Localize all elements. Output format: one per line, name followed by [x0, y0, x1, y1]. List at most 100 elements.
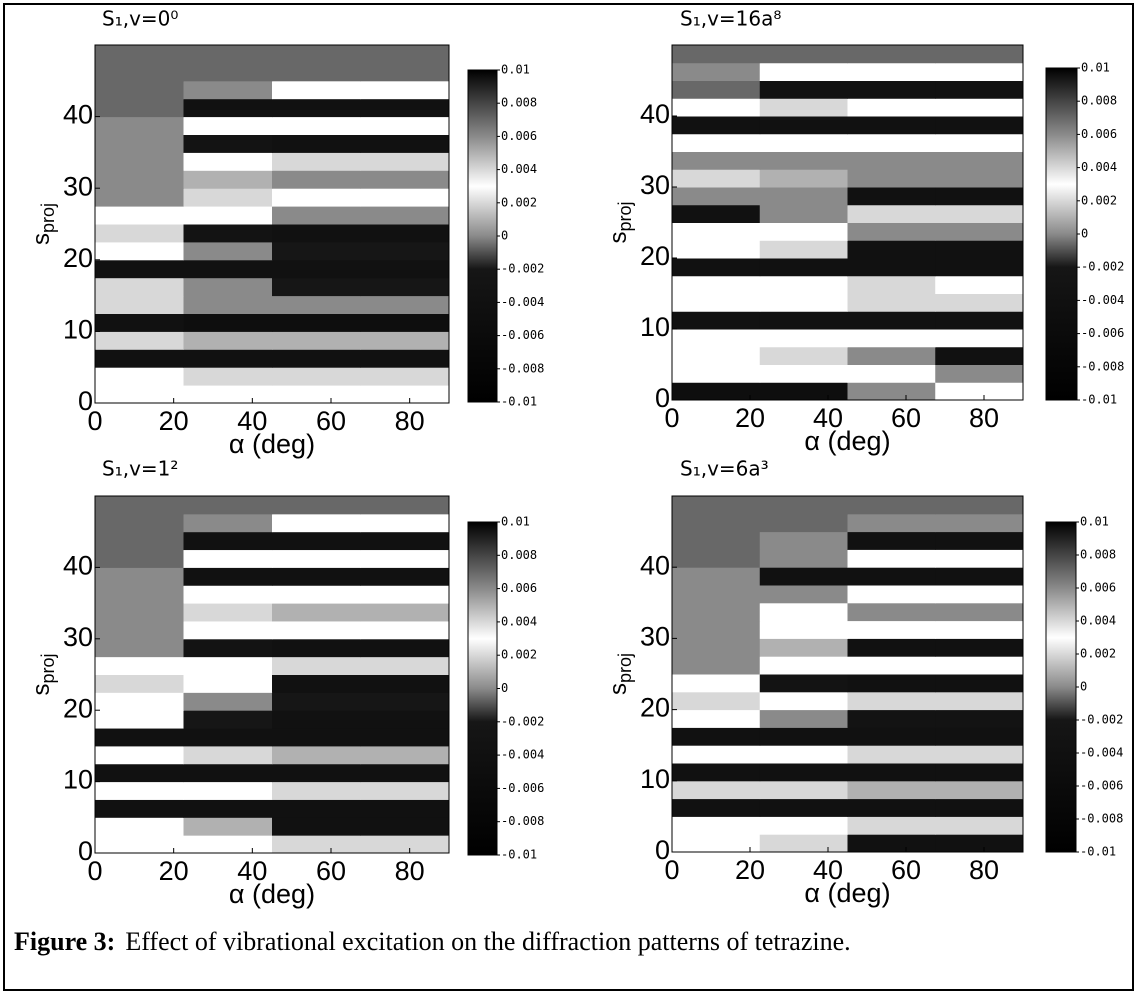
colorbar-tick-label: 0.008	[1081, 94, 1117, 108]
heatmap-cell	[847, 329, 936, 348]
heatmap-cell	[759, 45, 848, 64]
y-axis-label-main: s	[605, 683, 632, 695]
heatmap-cell	[847, 204, 936, 223]
panel-title: S₁,v=1²	[102, 457, 178, 481]
heatmap-cell	[95, 385, 184, 404]
y-tick-label: 10	[63, 765, 93, 795]
heatmap-cell	[847, 80, 936, 99]
heatmap-cell	[847, 187, 936, 206]
heatmap-cell	[360, 799, 450, 818]
heatmap-cell	[759, 780, 848, 800]
colorbar-tick-label: -0.006	[501, 781, 544, 795]
heatmap-cell	[759, 293, 848, 312]
heatmap-cell	[360, 62, 450, 82]
heatmap-cell	[272, 206, 361, 225]
x-tick-label: 20	[159, 856, 189, 886]
y-axis-label-main: s	[28, 233, 55, 245]
heatmap-cell	[183, 763, 273, 783]
heatmap-cell	[847, 98, 936, 117]
colorbar-tick-label: -0.008	[1080, 812, 1123, 826]
heatmap-cell	[360, 134, 450, 153]
heatmap-cell	[183, 206, 273, 225]
heatmap-cell	[759, 329, 848, 348]
heatmap-cell	[759, 745, 848, 764]
heatmap-cell	[672, 567, 761, 586]
heatmap-cell	[672, 311, 761, 330]
heatmap-cell	[272, 585, 361, 604]
heatmap-cell	[847, 116, 936, 135]
heatmap-cell	[272, 496, 361, 515]
heatmap-cell	[272, 134, 361, 153]
heatmap-cell	[360, 259, 450, 279]
heatmap-cell	[847, 691, 936, 711]
y-tick-label: 20	[640, 241, 670, 271]
heatmap-cell	[935, 204, 1024, 223]
heatmap-cell	[360, 277, 450, 297]
heatmap-cell	[183, 692, 273, 711]
y-tick-label: 40	[63, 100, 93, 130]
heatmap-cell	[672, 763, 761, 782]
colorbar-tick-label: -0.002	[1081, 260, 1124, 274]
heatmap-cell	[672, 513, 761, 533]
x-tick-label: 40	[813, 403, 843, 433]
heatmap-cell	[672, 364, 761, 383]
x-tick-label: 0	[664, 855, 679, 885]
y-tick-label: 0	[78, 386, 93, 416]
heatmap-cell	[759, 204, 848, 223]
heatmap-cell	[847, 602, 936, 622]
heatmap-cell	[272, 745, 361, 765]
heatmap-cell	[672, 656, 761, 675]
heatmap-cell	[847, 585, 936, 604]
heatmap-cell	[95, 567, 184, 586]
heatmap-cell	[672, 727, 761, 746]
heatmap-cell	[759, 816, 848, 835]
heatmap-cell	[95, 80, 184, 100]
colorbar-tick-label: -0.004	[501, 748, 544, 762]
heatmap-cell	[95, 674, 184, 693]
y-tick-label: 20	[640, 693, 670, 723]
heatmap-cell	[672, 674, 761, 693]
heatmap-cell	[847, 382, 936, 401]
heatmap-cell	[272, 531, 361, 551]
heatmap-cell	[759, 240, 848, 259]
colorbar-tick-label: 0.004	[1080, 614, 1116, 628]
heatmap-cell	[95, 295, 184, 314]
heatmap-cell	[183, 367, 273, 386]
heatmap-cell	[272, 549, 361, 568]
y-tick-label: 20	[63, 243, 93, 273]
heatmap-cell	[183, 152, 273, 171]
heatmap-cell	[272, 331, 361, 350]
panel-title: S₁,v=6a³	[680, 457, 769, 481]
heatmap-cell	[935, 763, 1024, 782]
plot-frame	[671, 495, 1024, 853]
colorbar-tick-label: 0.006	[501, 129, 537, 143]
figure-border	[3, 3, 1134, 991]
x-axis-label: α (deg)	[804, 426, 890, 456]
heatmap-cell	[95, 799, 184, 818]
colorbar-tick-label: 0.008	[1080, 548, 1116, 562]
heatmap-cell	[847, 567, 936, 586]
y-tick-label: 40	[640, 550, 670, 580]
x-tick-label: 20	[735, 403, 765, 433]
heatmap-cell	[95, 585, 184, 604]
heatmap-cell	[672, 346, 761, 365]
y-axis-label-sub: proj	[615, 201, 635, 231]
colorbar-tick-label: 0	[501, 229, 508, 243]
x-tick-label: 60	[891, 403, 921, 433]
heatmap-cell	[759, 62, 848, 81]
heatmap-cell	[759, 727, 848, 746]
heatmap-cell	[272, 188, 361, 207]
heatmap-cell	[935, 169, 1024, 188]
heatmap-cell	[360, 170, 450, 189]
heatmap-cell	[935, 834, 1024, 853]
heatmap-cell	[272, 763, 361, 783]
heatmap-cell	[272, 170, 361, 189]
heatmap-cell	[847, 709, 936, 728]
colorbar-tick-label: 0.002	[1081, 193, 1117, 207]
heatmap-cell	[95, 367, 184, 386]
heatmap-cell	[183, 710, 273, 729]
heatmap-cell	[935, 116, 1024, 135]
colorbar	[467, 69, 498, 403]
heatmap-cell	[759, 169, 848, 188]
heatmap-cell	[360, 531, 450, 551]
